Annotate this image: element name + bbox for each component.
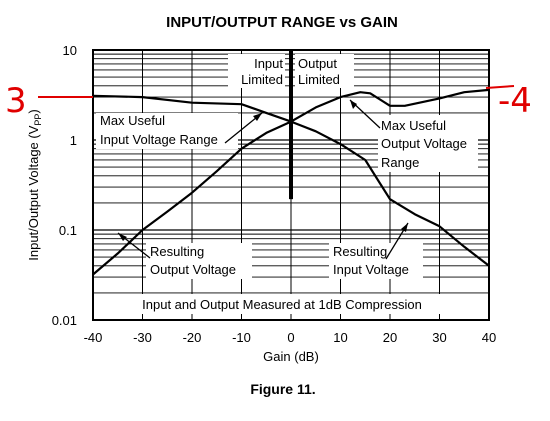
chart-title: INPUT/OUTPUT RANGE vs GAIN: [166, 14, 398, 31]
x-tick-labels: -40 -30 -20 -10 0 10 20 30 40: [84, 330, 497, 345]
y-axis-label-close: ): [26, 109, 41, 113]
arrow-head: [118, 233, 127, 241]
x-tick-label: 10: [333, 330, 347, 345]
figure-caption: Figure 11.: [250, 381, 315, 397]
max-input-line1: Max Useful: [100, 113, 165, 128]
max-input-line2: Input Voltage Range: [100, 132, 218, 147]
x-tick-label: 30: [432, 330, 446, 345]
res-output-line2: Output Voltage: [150, 262, 236, 277]
y-tick-labels: 0.01 0.1 1 10: [52, 43, 77, 328]
y-axis-label: Input/Output Voltage (VPP): [26, 109, 43, 261]
x-tick-label: -40: [84, 330, 103, 345]
x-tick-label: -20: [183, 330, 202, 345]
x-tick-label: 40: [482, 330, 496, 345]
y-axis-label-sub: PP: [33, 114, 43, 126]
max-output-line3: Range: [381, 155, 419, 170]
annotations: Input Limited Output Limited Max Useful …: [96, 54, 478, 314]
x-tick-label: -30: [133, 330, 152, 345]
arrow-head: [350, 100, 357, 109]
y-axis-label-main: Input/Output Voltage (V: [26, 125, 41, 260]
y-tick-label: 0.01: [52, 313, 77, 328]
max-output-line2: Output Voltage: [381, 136, 467, 151]
x-axis-label: Gain (dB): [263, 349, 319, 364]
handwritten-left: 3: [5, 81, 27, 121]
y-tick-label: 1: [70, 133, 77, 148]
arrow-head: [253, 113, 262, 121]
footnote: Input and Output Measured at 1dB Compres…: [142, 297, 422, 312]
max-output-line1: Max Useful: [381, 118, 446, 133]
handwritten-marks: 3 -4: [5, 81, 532, 121]
x-tick-label: 20: [383, 330, 397, 345]
curves: [92, 50, 490, 276]
series-line-output-range: [92, 88, 490, 276]
output-limited-line1: Output: [298, 56, 337, 71]
x-tick-label: -10: [232, 330, 251, 345]
y-tick-label: 10: [63, 43, 77, 58]
leader-lines: [117, 99, 409, 260]
input-limited-line1: Input: [254, 56, 283, 71]
series-line-input-range: [92, 94, 490, 267]
x-tick-label: 0: [287, 330, 294, 345]
res-input-line2: Input Voltage: [333, 262, 409, 277]
handwritten-right-line: [485, 85, 515, 89]
res-input-line1: Resulting: [333, 244, 387, 259]
arrow-head: [401, 223, 408, 232]
res-output-line1: Resulting: [150, 244, 204, 259]
y-tick-label: 0.1: [59, 223, 77, 238]
output-limited-line2: Limited: [298, 72, 340, 87]
input-limited-line2: Limited: [241, 72, 283, 87]
handwritten-right: -4: [498, 81, 532, 121]
